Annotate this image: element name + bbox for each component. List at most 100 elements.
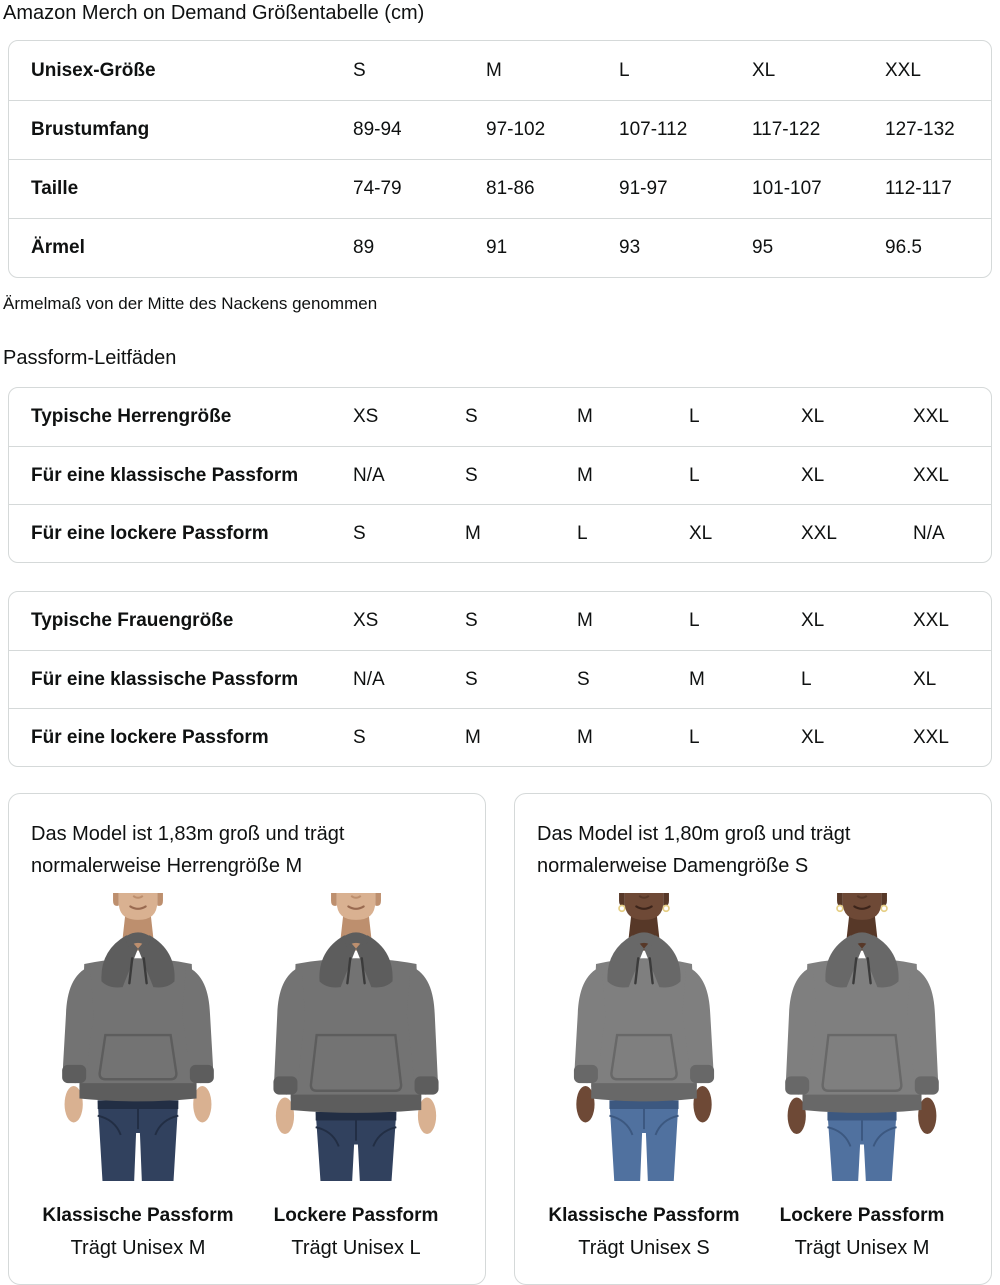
cell-value: XL [913, 668, 937, 690]
row-label: Taille [31, 178, 79, 199]
cell-value: S [353, 59, 366, 81]
cell-value: 93 [619, 237, 641, 258]
row-label: Für eine klassische Passform [31, 668, 299, 690]
cell-value: 97-102 [486, 119, 546, 140]
size-worn-label: Trägt Unisex M [794, 1237, 930, 1259]
model-caption: Klassische Passform Trägt Unisex S [548, 1204, 740, 1260]
sleeve-measure-note: Ärmelmaß von der Mitte des Nackens genom… [3, 294, 378, 313]
model-caption: Lockere Passform Trägt Unisex L [260, 1204, 452, 1260]
cell-value: M [465, 726, 481, 748]
row-label: Für eine klassische Passform [31, 464, 299, 486]
model-caption: Klassische Passform Trägt Unisex M [42, 1204, 234, 1260]
cell-value: 112-117 [885, 178, 952, 199]
row-label: Unisex-Größe [31, 59, 156, 81]
cell-value: XXL [913, 406, 949, 427]
cell-value: S [465, 610, 478, 631]
cell-value: XXL [913, 464, 949, 486]
cell-value: N/A [353, 668, 385, 690]
cell-value: 107-112 [619, 119, 688, 140]
cell-value: XL [801, 406, 825, 427]
model-photo-male-loose [260, 888, 452, 1186]
cell-value: XXL [801, 522, 837, 544]
model-description: Das Model ist 1,83m groß und trägt norma… [31, 823, 345, 877]
unisex-size-table: Unisex-Größe S M L XL XXL Brustumfang 89-94 97-1… [8, 40, 992, 278]
model-illustration [785, 893, 939, 1181]
size-worn-label: Trägt Unisex S [578, 1237, 710, 1259]
model-photo-female-classic [548, 888, 740, 1186]
cell-value: M [486, 59, 502, 81]
cell-value: 81-86 [486, 178, 535, 199]
table-row: Typische Herrengröße XS S M L XL XXL [9, 388, 991, 446]
model-illustration [273, 893, 439, 1181]
cell-value: L [689, 464, 700, 486]
cell-value: L [689, 726, 700, 748]
cell-value: XS [353, 610, 379, 631]
cell-value: 127-132 [885, 119, 955, 140]
cell-value: L [801, 668, 812, 690]
cell-value: S [465, 668, 478, 690]
row-label: Brustumfang [31, 119, 150, 140]
cell-value: M [465, 522, 481, 544]
size-worn-label: Trägt Unisex L [291, 1237, 421, 1259]
cell-value: XS [353, 406, 379, 427]
table-row: Typische Frauengröße XS S M L XL XXL [9, 592, 991, 650]
cell-value: 96.5 [885, 237, 922, 258]
cell-value: 91-97 [619, 178, 668, 199]
cell-value: M [577, 610, 593, 631]
model-figure: Lockere Passform Trägt Unisex L [260, 888, 452, 1260]
cell-value: S [577, 668, 590, 690]
table-row: Brustumfang 89-94 97-102 107-112 117-122 127-… [9, 100, 991, 159]
model-description: Das Model ist 1,80m groß und trägt norma… [537, 823, 851, 877]
row-label: Für eine lockere Passform [31, 522, 269, 544]
model-figure: Lockere Passform Trägt Unisex M [766, 888, 958, 1260]
cell-value: N/A [353, 464, 385, 486]
cell-value: S [353, 522, 366, 544]
cell-value: XXL [885, 59, 921, 81]
row-label: Typische Frauengröße [31, 610, 234, 631]
mens-fit-table: Typische Herrengröße XS S M L XL XXL Für eine k… [8, 387, 992, 563]
cell-value: XL [752, 59, 776, 81]
row-label: Ärmel [31, 237, 85, 258]
fit-label: Klassische Passform [548, 1205, 740, 1226]
cell-value: 101-107 [752, 178, 822, 199]
cell-value: XL [801, 726, 825, 748]
cell-value: XL [689, 522, 713, 544]
mens-model-card: Das Model ist 1,83m groß und trägt norma… [8, 793, 486, 1285]
model-caption: Lockere Passform Trägt Unisex M [766, 1204, 958, 1260]
cell-value: S [465, 406, 478, 427]
table-row: Unisex-Größe S M L XL XXL [9, 41, 991, 100]
fit-label: Klassische Passform [42, 1205, 234, 1226]
cell-value: M [577, 464, 593, 486]
cell-value: 95 [752, 237, 774, 258]
row-label: Für eine lockere Passform [31, 726, 269, 748]
cell-value: N/A [913, 522, 945, 544]
fit-guides-heading: Passform-Leitfäden [3, 347, 177, 369]
model-photo-male-classic [42, 888, 234, 1186]
table-row: Für eine lockere Passform S M L XL XXL N/A [9, 504, 991, 562]
cell-value: 74-79 [353, 178, 402, 199]
cell-value: S [465, 464, 478, 486]
cell-value: 89-94 [353, 119, 402, 140]
table-row: Ärmel 89 91 93 95 96.5 [9, 218, 991, 277]
model-figure: Klassische Passform Trägt Unisex S [548, 888, 740, 1260]
cell-value: XL [801, 464, 825, 486]
model-illustration [62, 893, 214, 1181]
model-figure: Klassische Passform Trägt Unisex M [42, 888, 234, 1260]
cell-value: 89 [353, 237, 375, 258]
size-worn-label: Trägt Unisex M [70, 1237, 206, 1259]
womens-model-card: Das Model ist 1,80m groß und trägt norma… [514, 793, 992, 1285]
cell-value: L [689, 610, 700, 631]
table-row: Für eine lockere Passform S M M L XL XXL [9, 708, 991, 766]
model-photo-female-loose [766, 888, 958, 1186]
cell-value: L [689, 406, 700, 427]
cell-value: S [353, 726, 366, 748]
fit-label: Lockere Passform [273, 1205, 439, 1226]
model-figures: Klassische Passform Trägt Unisex M Lockere… [9, 888, 485, 1260]
row-label: Typische Herrengröße [31, 406, 232, 427]
fit-label: Lockere Passform [779, 1205, 945, 1226]
cell-value: 117-122 [752, 119, 821, 140]
cell-value: XL [801, 610, 825, 631]
page-title: Amazon Merch on Demand Größentabelle (cm… [3, 2, 425, 24]
cell-value: M [577, 726, 593, 748]
